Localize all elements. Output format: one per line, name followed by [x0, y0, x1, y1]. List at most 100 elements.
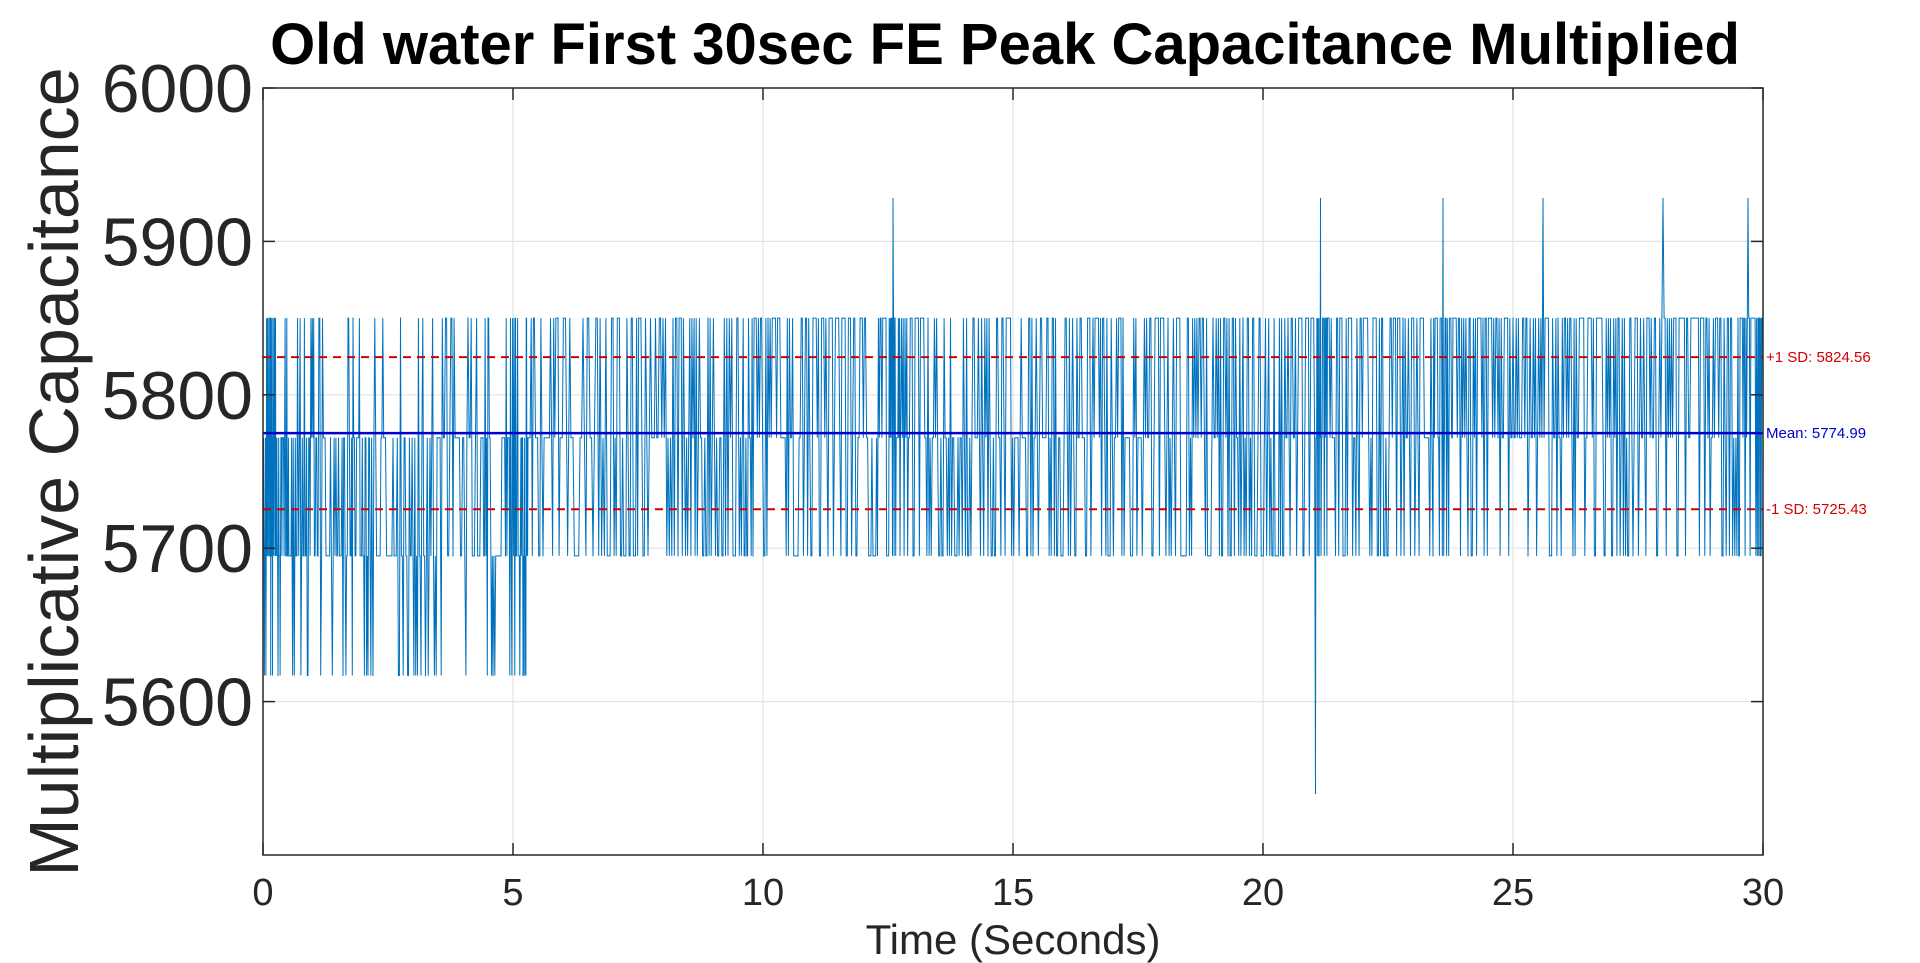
x-tick-label: 25	[1492, 872, 1534, 914]
x-axis-label: Time (Seconds)	[866, 916, 1161, 963]
y-axis-ticks: 5600 5700 5800 5900 6000	[102, 51, 1763, 741]
data-point	[1182, 555, 1184, 557]
data-point	[277, 674, 279, 677]
data-point	[352, 317, 354, 319]
data-point	[1302, 555, 1304, 557]
data-point	[827, 555, 829, 557]
reference-line-label: -1 SD: 5725.43	[1766, 501, 1867, 518]
data-point	[627, 437, 629, 439]
data-point	[782, 437, 784, 439]
data-point	[1272, 555, 1274, 557]
data-point	[1092, 317, 1094, 319]
data-point	[1327, 317, 1329, 319]
data-point	[767, 317, 769, 319]
data-point	[1077, 437, 1079, 439]
data-point	[412, 555, 414, 557]
data-point	[1167, 317, 1169, 319]
data-point	[1032, 555, 1034, 557]
data-point	[362, 555, 364, 557]
data-point	[437, 437, 439, 439]
data-point	[1542, 197, 1544, 200]
data-point	[1047, 317, 1049, 319]
data-point	[892, 197, 894, 200]
data-point	[1197, 437, 1199, 439]
data-point	[842, 317, 844, 319]
data-point	[1287, 317, 1289, 319]
y-tick-label: 5900	[102, 204, 253, 280]
data-point	[1572, 555, 1574, 557]
data-point	[659, 317, 662, 319]
data-point	[1677, 555, 1679, 557]
data-point	[1017, 437, 1019, 439]
data-point	[1512, 317, 1514, 319]
data-point	[642, 555, 644, 557]
reference-line-label: +1 SD: 5824.56	[1766, 349, 1871, 366]
data-point	[1137, 437, 1139, 439]
data-point	[557, 317, 559, 319]
data-point	[1632, 555, 1634, 557]
data-point	[692, 437, 694, 439]
data-point	[1722, 555, 1724, 557]
data-point	[1442, 197, 1444, 200]
data-series-line	[262, 198, 1764, 794]
data-point	[1319, 197, 1322, 200]
data-point	[307, 674, 309, 677]
data-point	[372, 674, 374, 677]
data-point	[722, 555, 724, 557]
data-point	[927, 317, 929, 319]
x-tick-label: 5	[502, 872, 523, 914]
data-point	[857, 437, 859, 439]
data-point	[592, 555, 594, 557]
data-point	[797, 555, 799, 557]
data-point	[1647, 317, 1649, 319]
x-axis-ticks: 0 5 10 15 20 25 30	[252, 88, 1784, 914]
data-point	[527, 437, 529, 439]
data-point	[812, 317, 814, 319]
data-point	[1062, 555, 1064, 557]
data-point	[522, 674, 524, 677]
data-point	[1002, 317, 1004, 319]
data-point	[399, 317, 402, 319]
data-point	[467, 317, 469, 319]
data-point	[1342, 555, 1344, 557]
data-point	[542, 555, 544, 557]
data-point	[1747, 197, 1749, 200]
data-point	[1497, 437, 1499, 439]
x-tick-label: 30	[1742, 872, 1784, 914]
data-point	[1122, 317, 1124, 319]
data-point	[384, 437, 387, 439]
data-point	[342, 674, 344, 677]
data-point	[297, 437, 299, 439]
data-point	[1557, 317, 1559, 319]
y-tick-label: 5600	[102, 665, 253, 741]
y-axis-label: Multiplicative Capacitance	[15, 67, 93, 876]
data-point	[707, 317, 709, 319]
data-point	[504, 555, 507, 557]
y-tick-label: 5700	[102, 511, 253, 587]
data-point	[1227, 555, 1229, 557]
x-tick-label: 10	[742, 872, 784, 914]
data-point	[972, 317, 974, 319]
data-point	[452, 555, 454, 557]
data-point	[514, 317, 517, 319]
data-point	[272, 437, 274, 439]
data-point	[269, 317, 272, 319]
data-point	[424, 674, 427, 677]
reference-line-label: Mean: 5774.99	[1766, 425, 1866, 442]
data-point	[1482, 317, 1484, 319]
data-point	[317, 555, 319, 557]
y-tick-label: 6000	[102, 51, 253, 127]
data-point	[1257, 437, 1259, 439]
data-point	[1387, 555, 1389, 557]
data-point	[1602, 437, 1604, 439]
data-point	[289, 555, 292, 557]
data-point	[739, 437, 742, 439]
data-point	[957, 437, 959, 439]
x-tick-label: 0	[252, 872, 273, 914]
data-point	[899, 437, 902, 439]
data-point	[1617, 317, 1619, 319]
data-point	[1737, 317, 1739, 319]
data-point	[1432, 555, 1434, 557]
data-point	[1242, 317, 1244, 319]
